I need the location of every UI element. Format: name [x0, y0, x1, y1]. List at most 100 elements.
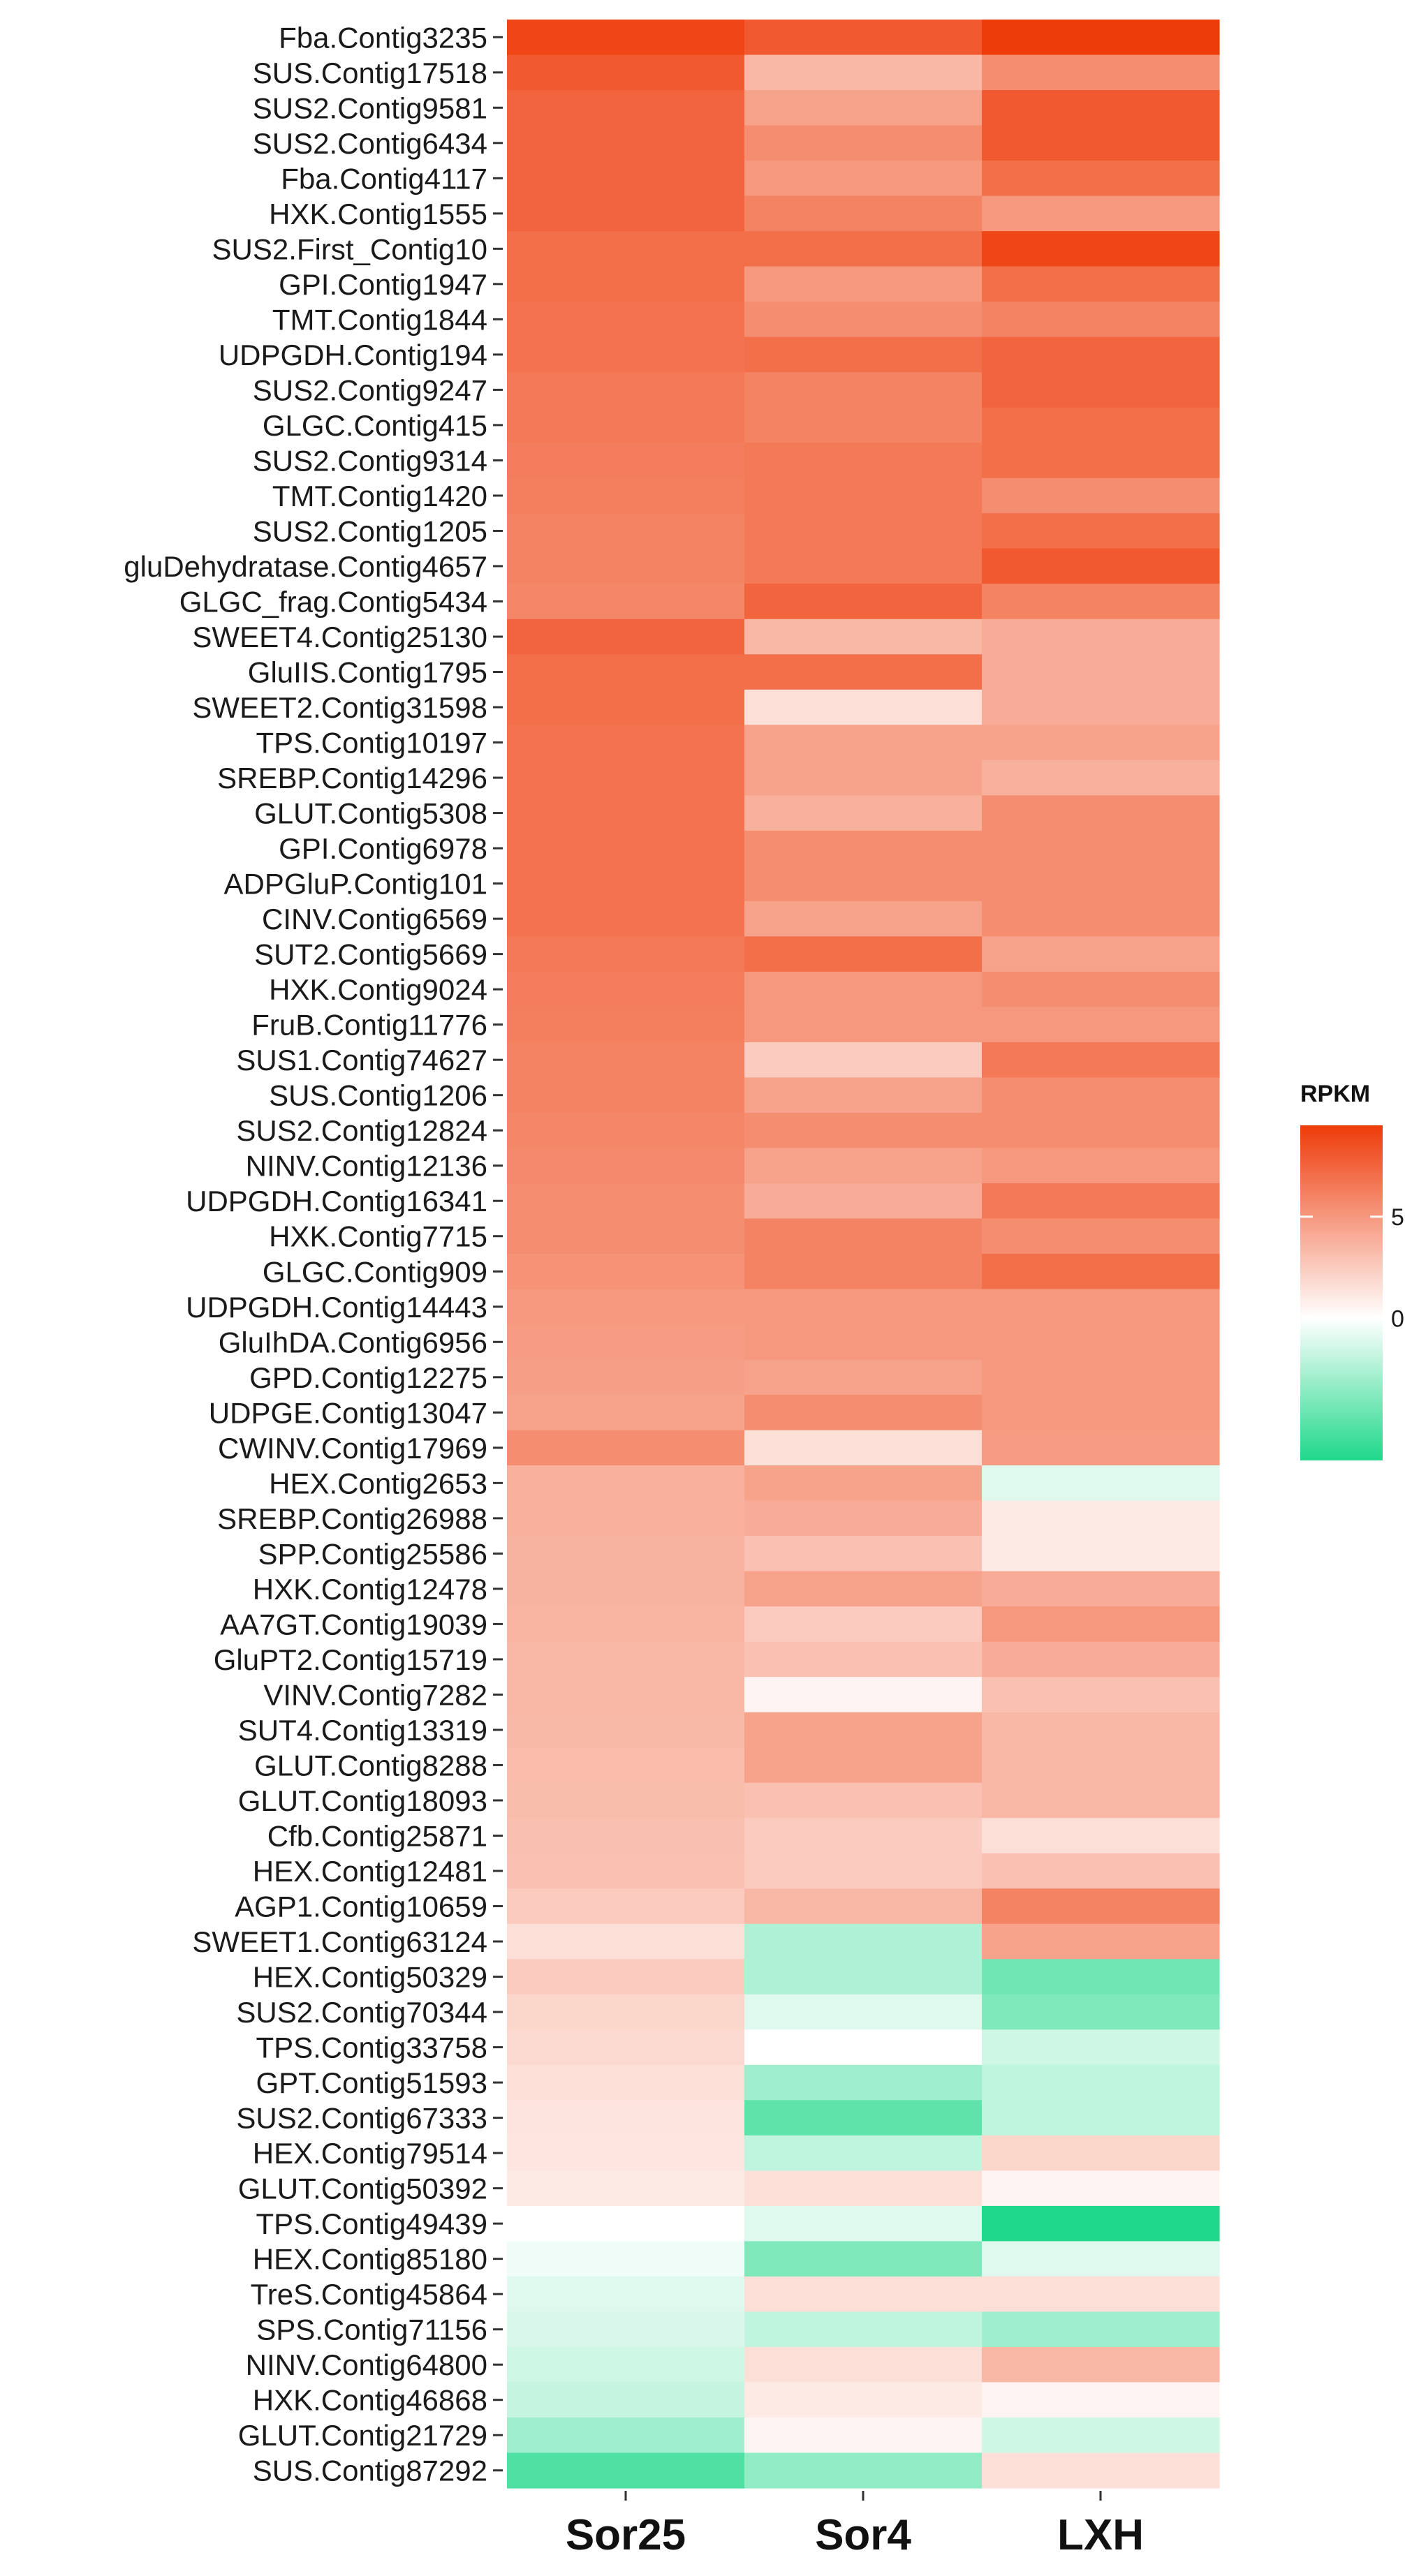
- heatmap-cell: [982, 901, 1220, 937]
- row-label: SWEET4.Contig25130: [192, 621, 487, 653]
- heatmap-cell: [982, 1853, 1220, 1889]
- heatmap-cell: [982, 584, 1220, 620]
- heatmap-cell: [744, 1712, 983, 1748]
- heatmap-cell: [507, 725, 745, 761]
- heatmap-cell: [507, 2205, 745, 2242]
- row-label: ADPGluP.Contig101: [224, 868, 487, 901]
- heatmap-cell: [744, 2346, 983, 2383]
- heatmap-cell: [982, 2346, 1220, 2383]
- heatmap-cell: [982, 619, 1220, 655]
- heatmap-cell: [982, 725, 1220, 761]
- heatmap-cell: [744, 1218, 983, 1254]
- heatmap-cell: [507, 1782, 745, 1819]
- legend-colorbar: [1300, 1125, 1383, 1460]
- heatmap-cell: [507, 830, 745, 866]
- heatmap-cell: [507, 2100, 745, 2136]
- heatmap-cell: [507, 195, 745, 232]
- row-label: SUT2.Contig5669: [254, 938, 487, 971]
- heatmap-cell: [982, 372, 1220, 408]
- heatmap-cell: [744, 1500, 983, 1537]
- heatmap-cell: [982, 1641, 1220, 1678]
- heatmap-cell: [507, 1994, 745, 2030]
- heatmap-cell: [744, 725, 983, 761]
- heatmap-cell: [507, 548, 745, 584]
- heatmap-cell: [507, 971, 745, 1007]
- heatmap-cell: [507, 1500, 745, 1537]
- heatmap-cell: [744, 1923, 983, 1960]
- heatmap-cell: [982, 407, 1220, 443]
- heatmap-cell: [744, 1324, 983, 1361]
- heatmap-cell: [507, 654, 745, 690]
- heatmap-cell: [744, 548, 983, 584]
- heatmap-cell: [744, 2064, 983, 2101]
- heatmap-cell: [507, 689, 745, 725]
- row-label: HXK.Contig46868: [253, 2384, 487, 2417]
- row-label: SUT4.Contig13319: [238, 1714, 487, 1747]
- heatmap-cells: [507, 20, 1220, 2489]
- heatmap-cell: [507, 2417, 745, 2454]
- heatmap-cell: [744, 866, 983, 902]
- row-label: GLGC_frag.Contig5434: [179, 585, 487, 618]
- row-label: TMT.Contig1844: [272, 303, 487, 336]
- heatmap-cell: [982, 1747, 1220, 1784]
- heatmap-cell: [744, 20, 983, 56]
- heatmap-cell: [744, 90, 983, 126]
- heatmap-cell: [982, 1289, 1220, 1325]
- heatmap-cell: [507, 1324, 745, 1361]
- heatmap-cell: [744, 1571, 983, 1607]
- heatmap-cell: [507, 1465, 745, 1502]
- heatmap-cell: [982, 2311, 1220, 2348]
- row-label: UDPGDH.Contig16341: [186, 1185, 487, 1217]
- row-label: SPS.Contig71156: [256, 2314, 487, 2346]
- heatmap-cell: [744, 1818, 983, 1854]
- heatmap-cell: [982, 1254, 1220, 1290]
- heatmap-cell: [744, 125, 983, 161]
- heatmap-cell: [982, 513, 1220, 549]
- heatmap-cell: [982, 1959, 1220, 1995]
- heatmap-cell: [744, 1077, 983, 1113]
- row-ticks: [493, 36, 503, 2472]
- row-label: SUS1.Contig74627: [236, 1044, 487, 1076]
- heatmap-cell: [507, 302, 745, 338]
- heatmap-cell: [507, 1818, 745, 1854]
- heatmap-cell: [507, 1148, 745, 1184]
- heatmap-cell: [744, 1112, 983, 1149]
- row-label: GPT.Contig51593: [256, 2066, 487, 2099]
- row-label: GPD.Contig12275: [249, 1361, 487, 1394]
- heatmap-cell: [982, 302, 1220, 338]
- heatmap-cell: [744, 2382, 983, 2418]
- heatmap-cell: [744, 1359, 983, 1396]
- heatmap-cell: [507, 1007, 745, 1043]
- heatmap-cell: [744, 1677, 983, 1713]
- row-label: TMT.Contig1420: [272, 480, 487, 512]
- heatmap-cell: [982, 1007, 1220, 1043]
- heatmap-cell: [744, 619, 983, 655]
- heatmap-cell: [744, 478, 983, 514]
- heatmap-cell: [982, 1112, 1220, 1149]
- heatmap-cell: [982, 1359, 1220, 1396]
- heatmap-cell: [982, 478, 1220, 514]
- row-label: HXK.Contig7715: [269, 1220, 487, 1253]
- heatmap-cell: [982, 1324, 1220, 1361]
- row-label: SUS.Contig17518: [253, 57, 487, 89]
- heatmap-cell: [507, 1536, 745, 1572]
- heatmap-cell: [507, 1571, 745, 1607]
- row-label: GluPT2.Contig15719: [214, 1643, 487, 1676]
- row-label: UDPGDH.Contig14443: [186, 1291, 487, 1324]
- heatmap-cell: [507, 1747, 745, 1784]
- heatmap-cell: [744, 1042, 983, 1079]
- row-label: SUS2.Contig9581: [253, 91, 487, 124]
- legend-tick-label: 0: [1391, 1305, 1404, 1332]
- row-label: gluDehydratase.Contig4657: [124, 550, 487, 583]
- row-label: GluIIS.Contig1795: [248, 656, 487, 689]
- heatmap-cell: [982, 20, 1220, 56]
- heatmap-cell: [982, 1148, 1220, 1184]
- heatmap-cell: [507, 266, 745, 302]
- heatmap-cell: [982, 1183, 1220, 1220]
- row-label: FruB.Contig11776: [251, 1009, 487, 1042]
- row-label: SPP.Contig25586: [258, 1537, 488, 1570]
- heatmap-cell: [507, 443, 745, 479]
- row-label: UDPGDH.Contig194: [219, 339, 487, 371]
- heatmap-cell: [507, 936, 745, 972]
